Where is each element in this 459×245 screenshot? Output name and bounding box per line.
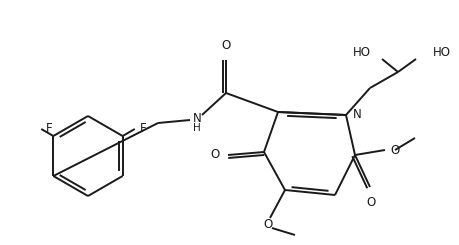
Text: O: O [211,148,220,161]
Text: HO: HO [353,46,371,59]
Text: N: N [193,111,202,124]
Text: O: O [263,218,273,231]
Text: O: O [366,196,375,209]
Text: F: F [46,122,53,135]
Text: O: O [390,144,399,157]
Text: N: N [353,109,362,122]
Text: HO: HO [433,46,451,59]
Text: O: O [221,39,230,52]
Text: H: H [193,123,201,133]
Text: F: F [140,122,146,135]
